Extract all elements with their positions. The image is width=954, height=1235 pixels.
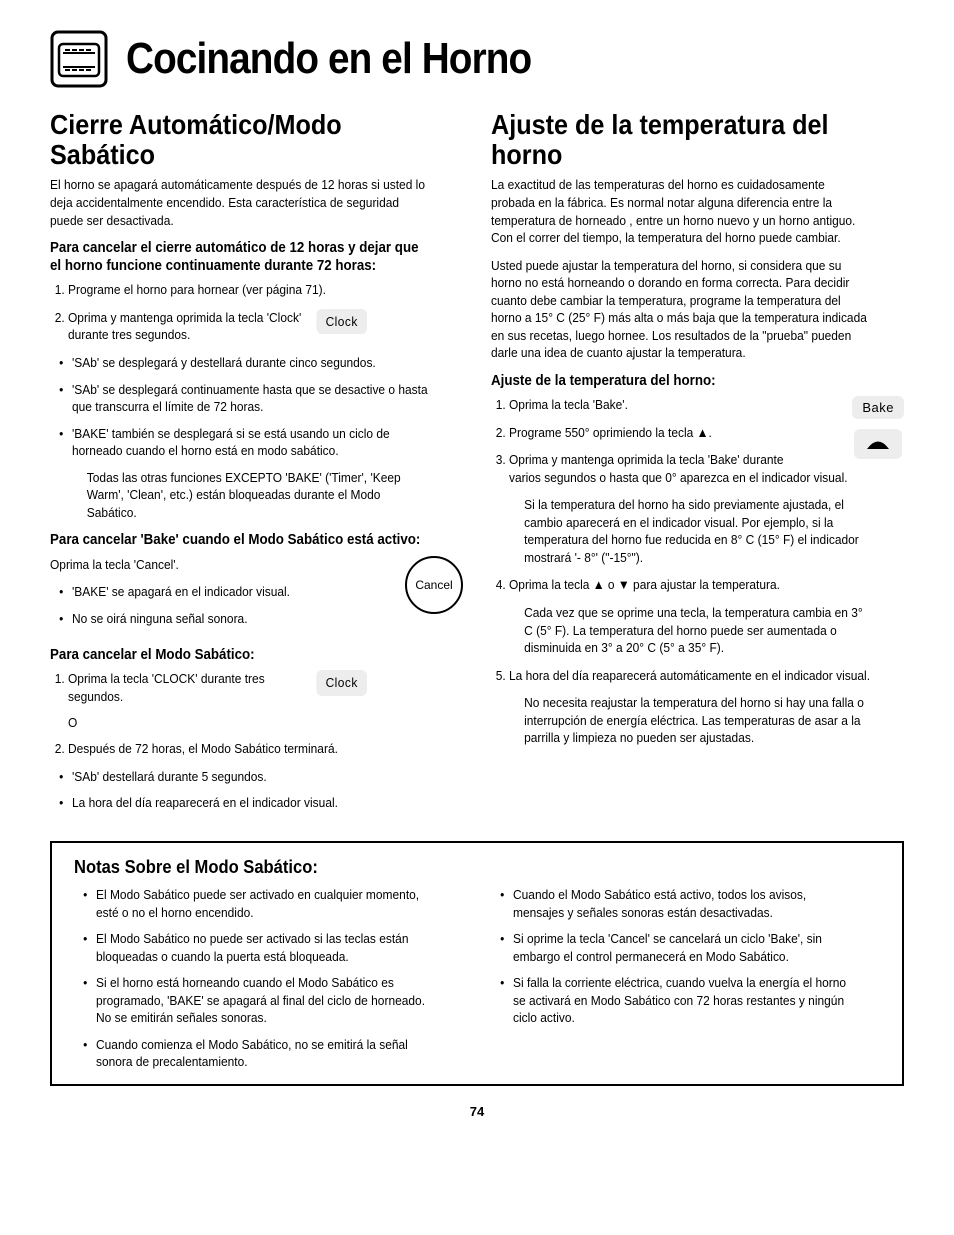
left-b6: No se oirá ninguna señal sonora. — [72, 610, 432, 628]
left-bullets-3: 'SAb' destellará durante 5 segundos. La … — [50, 768, 463, 812]
right-s2: Programe 550° oprimiendo la tecla ▲. — [509, 424, 872, 442]
right-steps: Oprima la tecla 'Bake'. Programe 550° op… — [491, 396, 904, 486]
right-heading: Ajuste de la temperatura del horno — [491, 110, 863, 170]
right-p4: Cada vez que se oprime una tecla, la tem… — [491, 604, 871, 657]
right-p3: Si la temperatura del horno ha sido prev… — [491, 496, 871, 566]
notes-left-col: El Modo Sabático puede ser activado en c… — [74, 886, 463, 1080]
left-b5: 'BAKE' se apagará en el indicador visual… — [72, 583, 432, 601]
left-step-1: Programe el horno para hornear (ver pági… — [68, 281, 431, 299]
right-steps-2: Oprima la tecla ▲ o ▼ para ajustar la te… — [491, 576, 904, 594]
or-label: O — [68, 715, 431, 730]
left-steps-2: Clock Oprima la tecla 'CLOCK' durante tr… — [50, 670, 463, 705]
left-b3: 'BAKE' también se desplegará si se está … — [72, 425, 432, 460]
oven-icon — [50, 30, 108, 88]
left-bullets-1: 'SAb' se desplegará y destellará durante… — [50, 354, 463, 460]
right-p5: No necesita reajustar la temperatura del… — [491, 694, 871, 747]
notes-left-list: El Modo Sabático puede ser activado en c… — [74, 886, 463, 1071]
left-b7: 'SAb' destellará durante 5 segundos. — [72, 768, 432, 786]
notes-title: Notas Sobre el Modo Sabático: — [74, 857, 816, 878]
right-steps-3: La hora del día reaparecerá automáticame… — [491, 667, 904, 685]
left-sub2: Para cancelar 'Bake' cuando el Modo Sabá… — [50, 531, 430, 549]
right-column: Ajuste de la temperatura del horno La ex… — [491, 110, 904, 821]
clock-button-icon: Clock — [316, 309, 367, 335]
left-b8: La hora del día reaparecerá en el indica… — [72, 794, 432, 812]
left-bullets-2: 'BAKE' se apagará en el indicador visual… — [50, 583, 463, 627]
left-step-2: Clock Oprima y mantenga oprimida la tecl… — [68, 309, 431, 344]
clock-button-icon-2: Clock — [316, 670, 367, 696]
left-heading: Cierre Automático/Modo Sabático — [50, 110, 422, 170]
notes-right-list: Cuando el Modo Sabático está activo, tod… — [491, 886, 880, 1027]
right-s5: La hora del día reaparecerá automáticame… — [509, 667, 872, 685]
left-steps-3: Después de 72 horas, el Modo Sabático te… — [50, 740, 463, 758]
notes-r1: Cuando el Modo Sabático está activo, tod… — [513, 886, 851, 921]
left-step-3: Clock Oprima la tecla 'CLOCK' durante tr… — [68, 670, 431, 705]
content-columns: Cierre Automático/Modo Sabático El horno… — [50, 110, 904, 821]
left-step-4: Después de 72 horas, el Modo Sabático te… — [68, 740, 431, 758]
page-title: Cocinando en el Horno — [126, 34, 531, 84]
right-p1: La exactitud de las temperaturas del hor… — [491, 176, 871, 246]
left-b2: 'SAb' se desplegará continuamente hasta … — [72, 381, 432, 416]
page-number: 74 — [50, 1104, 904, 1119]
document-page: Cocinando en el Horno Cierre Automático/… — [0, 0, 954, 1235]
notes-right-col: Cuando el Modo Sabático está activo, tod… — [491, 886, 880, 1080]
right-sub1: Ajuste de la temperatura del horno: — [491, 372, 871, 390]
notes-columns: El Modo Sabático puede ser activado en c… — [74, 886, 880, 1080]
left-sub3: Para cancelar el Modo Sabático: — [50, 646, 430, 664]
title-row: Cocinando en el Horno — [50, 30, 904, 88]
left-column: Cierre Automático/Modo Sabático El horno… — [50, 110, 463, 821]
left-step-3-text: Oprima la tecla 'CLOCK' durante tres seg… — [68, 671, 265, 704]
notes-r2: Si oprime la tecla 'Cancel' se cancelará… — [513, 930, 851, 965]
right-s4: Oprima la tecla ▲ o ▼ para ajustar la te… — [509, 576, 872, 594]
left-intro: El horno se apagará automáticamente desp… — [50, 176, 430, 229]
right-p2: Usted puede ajustar la temperatura del h… — [491, 257, 871, 362]
left-sub1: Para cancelar el cierre automático de 12… — [50, 239, 430, 275]
notes-l2: El Modo Sabático no puede ser activado s… — [96, 930, 434, 965]
notes-box: Notas Sobre el Modo Sabático: El Modo Sa… — [50, 841, 904, 1086]
left-p1: Oprima la tecla 'Cancel'. — [50, 556, 430, 574]
notes-l4: Cuando comienza el Modo Sabático, no se … — [96, 1036, 434, 1071]
notes-l1: El Modo Sabático puede ser activado en c… — [96, 886, 434, 921]
notes-l3: Si el horno está horneando cuando el Mod… — [96, 974, 434, 1027]
left-b1: 'SAb' se desplegará y destellará durante… — [72, 354, 432, 372]
notes-r3: Si falla la corriente eléctrica, cuando … — [513, 974, 851, 1027]
right-s1: Oprima la tecla 'Bake'. — [509, 396, 872, 414]
right-s3: Oprima y mantenga oprimida la tecla 'Bak… — [509, 451, 872, 486]
left-b4: Todas las otras funciones EXCEPTO 'BAKE'… — [50, 469, 430, 522]
left-step-2-text: Oprima y mantenga oprimida la tecla 'Clo… — [68, 310, 301, 343]
left-steps-1: Programe el horno para hornear (ver pági… — [50, 281, 463, 344]
